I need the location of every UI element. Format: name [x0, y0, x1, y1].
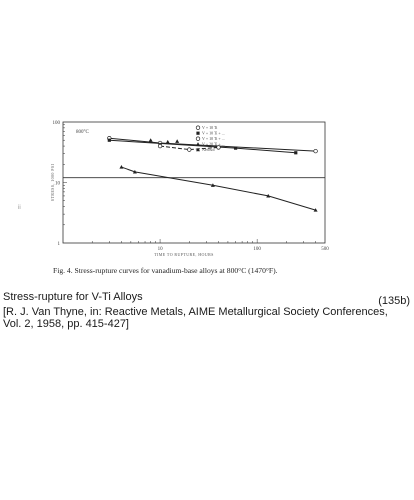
- series-3: [148, 138, 180, 144]
- data-point: [187, 147, 192, 152]
- data-point: [175, 139, 180, 143]
- scan-mark: ii: [18, 205, 21, 211]
- series-1: [107, 138, 298, 155]
- y-tick-label: 10: [55, 182, 61, 187]
- data-point: [148, 138, 153, 142]
- legend-entry: Aerosol: [202, 147, 216, 152]
- data-point: [234, 146, 238, 150]
- series-4: [119, 165, 318, 212]
- data-point: [195, 125, 201, 130]
- series-line: [160, 145, 219, 151]
- data-point: [210, 183, 215, 187]
- data-point: [294, 151, 298, 155]
- figure-code: (135b): [378, 295, 410, 307]
- y-tick-label: 1: [58, 242, 61, 247]
- reference-line-1: [R. J. Van Thyne, in: Reactive Metals, A…: [3, 306, 388, 318]
- data-point: [313, 148, 318, 154]
- data-point: [195, 136, 201, 141]
- legend-entry: V + 10 Ti: [202, 125, 218, 130]
- x-tick-label: 500: [321, 247, 329, 252]
- data-point: [119, 165, 124, 169]
- temperature-annotation: 800°C: [76, 130, 89, 135]
- data-point: [165, 139, 170, 144]
- x-tick-label: 100: [253, 247, 261, 252]
- x-axis-title: TIME TO RUPTURE, HOURS: [154, 252, 214, 258]
- data-point: [132, 169, 137, 174]
- y-tick-label: 100: [53, 121, 61, 126]
- legend: V + 10 TiV + 10 Ti + ...V + 10 Ti + ...V…: [195, 125, 225, 152]
- data-point: [313, 208, 318, 212]
- legend-entry: V + 10 Ti + ...: [202, 131, 225, 136]
- data-point: [196, 142, 200, 146]
- data-point: [196, 147, 200, 152]
- data-point: [196, 131, 200, 135]
- x-tick-label: 10: [158, 247, 164, 252]
- reference-line-2: Vol. 2, 1958, pp. 415-427]: [3, 318, 129, 330]
- y-axis-title: STRESS, 1000 PSI: [50, 164, 56, 202]
- series-2: [157, 143, 221, 152]
- page-title: Stress-rupture for V-Ti Alloys: [3, 291, 143, 303]
- figure-caption: Fig. 4. Stress-rupture curves for vanadi…: [53, 266, 278, 275]
- data-point: [266, 193, 271, 198]
- data-point: [107, 138, 111, 142]
- data-point: [157, 143, 163, 149]
- stress-rupture-chart: 10 100 500 100 10 1 TIME TO RUPTURE, HOURS STRE…: [50, 121, 329, 258]
- legend-entry: V + 10 Ti + ...: [202, 136, 225, 141]
- data-point: [216, 145, 221, 150]
- legend-entry: V + 20 Ti + ...: [202, 142, 225, 147]
- series-line: [121, 166, 316, 211]
